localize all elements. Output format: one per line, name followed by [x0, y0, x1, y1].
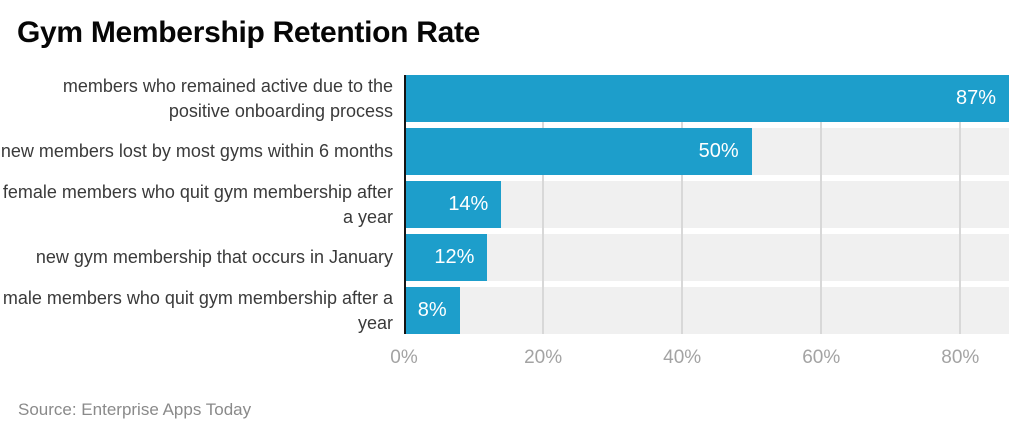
x-axis-tick-label: 80% [941, 347, 980, 368]
grid-line [681, 75, 684, 334]
bar-row: 14% [404, 181, 1009, 228]
bar-row: 12% [404, 234, 1009, 281]
grid-line [959, 75, 962, 334]
bar-row: 87% [404, 75, 1009, 122]
grid-line [820, 75, 823, 334]
bar-row: 50% [404, 128, 1009, 175]
bar-value-label: 12% [434, 246, 475, 268]
plot-area: 87% 50% 14% 12% 8% [404, 75, 1009, 334]
bar-value-label: 14% [448, 193, 489, 215]
category-label: female members who quit gym membership a… [2, 181, 393, 227]
bar-row: 8% [404, 287, 1009, 334]
source-caption: Source: Enterprise Apps Today [18, 400, 252, 419]
category-label: new gym membership that occurs in Januar… [35, 247, 393, 267]
x-axis-tick-label: 20% [524, 347, 563, 368]
bar-value-label: 50% [698, 140, 739, 162]
category-label: members who remained active due to the p… [62, 75, 393, 121]
bar-value-label: 8% [417, 299, 447, 321]
bar: 50% [404, 128, 752, 175]
category-labels: members who remained active due to the p… [0, 75, 393, 340]
bar: 87% [404, 75, 1009, 122]
category-label: male members who quit gym membership aft… [2, 287, 393, 333]
y-axis-line [404, 75, 406, 334]
bar-rows: 87% 50% 14% 12% 8% [404, 75, 1009, 334]
x-axis-tick-label: 40% [663, 347, 702, 368]
bar: 8% [404, 287, 460, 334]
x-axis-tick-label: 0% [390, 347, 418, 368]
bar-value-label: 87% [955, 87, 996, 109]
x-axis-tick-label: 60% [802, 347, 841, 368]
chart-title: Gym Membership Retention Rate [17, 16, 481, 49]
bar: 14% [404, 181, 502, 228]
bar: 12% [404, 234, 488, 281]
x-axis-ticks: 0% 20% 40% 60% 80% [390, 347, 1009, 371]
category-label: new members lost by most gyms within 6 m… [0, 141, 393, 161]
grid-line [542, 75, 545, 334]
